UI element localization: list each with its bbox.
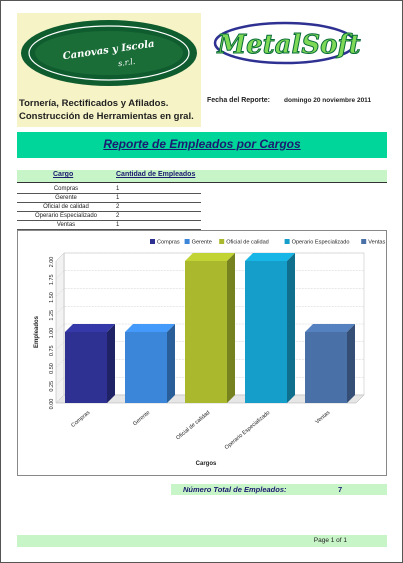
cantidad-cell: 2 xyxy=(116,204,120,210)
bar xyxy=(65,332,107,403)
report-date-label: Fecha del Reporte: xyxy=(207,97,271,104)
table-row: Gerente 1 xyxy=(17,194,201,203)
total-value: 7 xyxy=(338,485,343,494)
bar-side xyxy=(227,253,235,403)
bar-top xyxy=(245,253,295,261)
legend-swatch xyxy=(184,239,190,244)
y-tick-label: 1.75 xyxy=(49,274,55,285)
y-tick-label: 1.50 xyxy=(49,292,55,303)
legend-label: Oficial de calidad xyxy=(226,240,269,246)
svg-text:s.r.l.: s.r.l. xyxy=(117,57,135,68)
total-label: Número Total de Empleados: xyxy=(183,485,287,494)
canovas-logo: Canovas y Iscola s.r.l. xyxy=(17,13,201,89)
bar-top xyxy=(305,324,355,332)
metalsoft-logo: MetalSoft xyxy=(207,13,367,73)
bar xyxy=(125,332,167,403)
table-row: Ventas 1 xyxy=(17,221,201,230)
y-tick-label: 1.25 xyxy=(49,310,55,321)
svg-text:MetalSoft: MetalSoft xyxy=(216,30,360,60)
company-line-2: Construcción de Herramientas en gral. xyxy=(19,111,194,122)
total-bar: Número Total de Empleados: 7 xyxy=(171,484,387,495)
employees-chart: Compras Gerente Oficial de calidad Operario… xyxy=(17,230,387,476)
bar-top xyxy=(65,324,115,332)
cargo-cell: Gerente xyxy=(55,195,77,201)
y-axis-title: Empleados xyxy=(34,315,40,348)
table-header: Cargo Cantidad de Empleados xyxy=(17,170,387,183)
bar xyxy=(185,261,227,403)
y-tick-label: 0.25 xyxy=(49,381,55,392)
x-tick-label: Compras xyxy=(70,410,91,429)
x-tick-label: Operario Especializado xyxy=(224,410,271,451)
chart-canvas: Compras Gerente Oficial de calidad Operario… xyxy=(34,239,386,467)
bar-side xyxy=(107,324,115,403)
bar-side xyxy=(347,324,355,403)
legend-label: Gerente xyxy=(192,240,212,246)
bar-side xyxy=(167,324,175,403)
table-row: Operario Especializado 2 xyxy=(17,212,201,221)
cargo-cell: Oficial de calidad xyxy=(43,204,89,210)
company-line-1: Tornería, Rectificados y Afilados. xyxy=(19,98,169,109)
x-tick-label: Oficial de calidad xyxy=(175,410,211,442)
cargo-cell: Ventas xyxy=(56,222,76,228)
page-number: Page 1 of 1 xyxy=(313,537,347,544)
footer-bar: Page 1 of 1 xyxy=(17,535,387,547)
y-tick-label: 0.50 xyxy=(49,363,55,374)
bar-side xyxy=(287,253,295,403)
bar-top xyxy=(125,324,175,332)
bar xyxy=(305,332,347,403)
y-tick-label: 0.75 xyxy=(49,345,55,356)
cantidad-cell: 1 xyxy=(116,222,120,228)
cantidad-cell: 1 xyxy=(116,186,120,192)
x-tick-label: Ventas xyxy=(315,410,332,426)
legend-label: Operario Especializado xyxy=(292,240,350,246)
bar xyxy=(245,261,287,403)
report-title-bar: Reporte de Empleados por Cargos xyxy=(17,132,387,158)
company-description: Tornería, Rectificados y Afilados. Const… xyxy=(17,89,201,127)
y-tick-label: 2.00 xyxy=(49,257,55,268)
x-tick-label: Gerente xyxy=(132,410,151,427)
col-cargo-header: Cargo xyxy=(53,171,74,178)
x-axis-title: Cargos xyxy=(196,461,217,467)
y-tick-label: 0.00 xyxy=(49,399,55,410)
legend-swatch xyxy=(284,239,290,244)
y-tick-label: 1.00 xyxy=(49,328,55,339)
report-title: Reporte de Empleados por Cargos xyxy=(103,137,301,151)
col-cantidad-header: Cantidad de Empleados xyxy=(116,171,196,178)
legend-swatch xyxy=(361,239,367,244)
legend-label: Ventas xyxy=(368,240,385,246)
bar-top xyxy=(185,253,235,261)
cargo-cell: Operario Especializado xyxy=(34,213,98,219)
plot-side-wall xyxy=(55,252,65,404)
table-row: Compras 1 xyxy=(17,185,201,194)
cantidad-cell: 1 xyxy=(116,195,120,201)
cargo-cell: Compras xyxy=(53,186,79,192)
legend-label: Compras xyxy=(157,240,180,246)
legend-swatch xyxy=(219,239,225,244)
cantidad-cell: 2 xyxy=(116,213,120,219)
report-date-value: domingo 20 noviembre 2011 xyxy=(284,97,372,104)
legend-swatch xyxy=(150,239,155,244)
table-row: Oficial de calidad 2 xyxy=(17,203,201,212)
